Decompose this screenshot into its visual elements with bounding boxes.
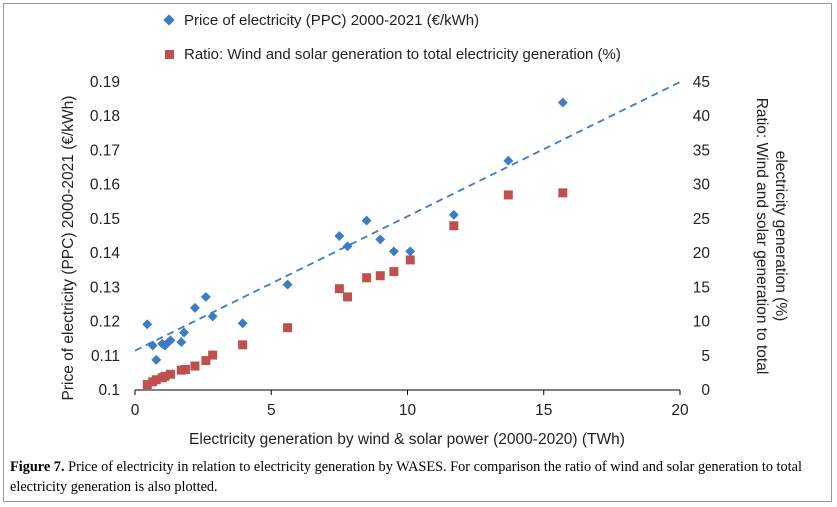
ratio-point [160,371,170,381]
price-point [448,209,459,220]
y-tick-label: 0.11 [91,348,120,365]
price-point [334,231,345,241]
ratio-point [238,340,248,350]
price-point [361,215,372,226]
legend-item-price: Price of electricity (PPC) 2000-2021 (€/… [163,12,479,29]
price-point [557,97,568,108]
y-tick-label: 0.17 [90,142,120,159]
x-tick-label: 5 [267,402,276,419]
ratio-point [503,190,513,200]
y-tick-label: 0.19 [90,74,120,91]
legend-label-price: Price of electricity (PPC) 2000-2021 (€/… [184,12,479,29]
price-point [165,335,176,346]
price-point [388,246,399,257]
ratio-point [142,380,152,390]
x-tick-label: 15 [535,402,552,419]
caption-label: Figure 7. [10,459,65,475]
price-point [176,337,187,348]
y2-axis-ticks: 0 5 10 15 20 25 30 35 40 45 [693,74,711,399]
y-tick-label: 0.16 [90,177,120,194]
y2-tick-label: 20 [693,245,711,262]
y2-tick-label: 15 [693,279,710,296]
x-axis-ticks: 0 5 10 15 20 [131,390,689,419]
ratio-point [334,284,344,294]
figure-caption: Figure 7. Price of electricity in relati… [10,457,825,497]
chart: Price of electricity (PPC) 2000-2021 (€/… [60,12,789,448]
legend-item-ratio: Ratio: Wind and solar generation to tota… [165,46,621,63]
y-tick-label: 0.12 [90,314,120,331]
legend-diamond-marker [163,14,175,26]
ratio-point [165,369,175,379]
legend-label-ratio: Ratio: Wind and solar generation to tota… [184,46,621,63]
y2-axis-title-line2: electricity generation (%) [772,151,789,322]
y-axis-title: Price of electricity (PPC) 2000-2021 (€/… [60,96,77,401]
price-point [342,241,353,252]
ratio-point [405,255,415,265]
y2-tick-label: 35 [693,142,710,159]
price-point [179,327,189,338]
ratio-point [343,292,353,302]
price-point [375,234,386,245]
y-axis-ticks: 0.1 0.11 0.12 0.13 0.14 0.15 0.16 0.17 0.18 0.19 [90,74,121,399]
price-point [147,340,158,351]
ratio-point [208,350,218,360]
y2-tick-label: 30 [693,177,711,194]
ratio-point [362,273,372,283]
ratio-point [449,221,459,231]
price-point [190,302,200,313]
ratio-point [151,375,161,385]
x-tick-label: 10 [399,402,417,419]
ratio-point [180,364,190,374]
price-point [200,291,211,302]
figure-frame [3,3,832,502]
price-point [151,354,162,365]
y2-tick-label: 25 [693,211,710,228]
price-point [503,155,514,166]
y2-tick-label: 0 [701,382,710,399]
x-axis-title: Electricity generation by wind & solar p… [189,431,625,448]
series-price [142,97,568,365]
ratio-point [201,356,211,366]
y-tick-label: 0.18 [90,108,120,125]
y-tick-label: 0.15 [90,211,120,228]
ratio-point [375,271,385,281]
ratio-point [389,267,399,277]
trendline-price [134,81,681,352]
ratio-point [190,361,200,371]
price-point [405,246,416,257]
price-point [142,319,153,330]
legend: Price of electricity (PPC) 2000-2021 (€/… [163,12,621,63]
price-point [282,279,293,290]
y-tick-label: 0.13 [90,279,120,296]
series-ratio [142,188,568,390]
legend-square-marker [165,50,174,59]
y-tick-label: 0.14 [90,245,121,262]
y2-tick-label: 10 [693,314,711,331]
y2-axis-title-line1: Ratio: Wind and solar generation to tota… [753,98,770,375]
price-point [237,318,248,329]
y2-tick-label: 40 [693,108,711,125]
ratio-point [283,323,293,333]
x-tick-label: 0 [131,402,140,419]
caption-text: Price of electricity in relation to elec… [10,459,802,495]
price-point [207,311,218,322]
y2-tick-label: 5 [701,348,710,365]
x-tick-label: 20 [671,402,689,419]
ratio-point [558,188,568,198]
y2-tick-label: 45 [693,74,710,91]
y-tick-label: 0.1 [98,382,120,399]
